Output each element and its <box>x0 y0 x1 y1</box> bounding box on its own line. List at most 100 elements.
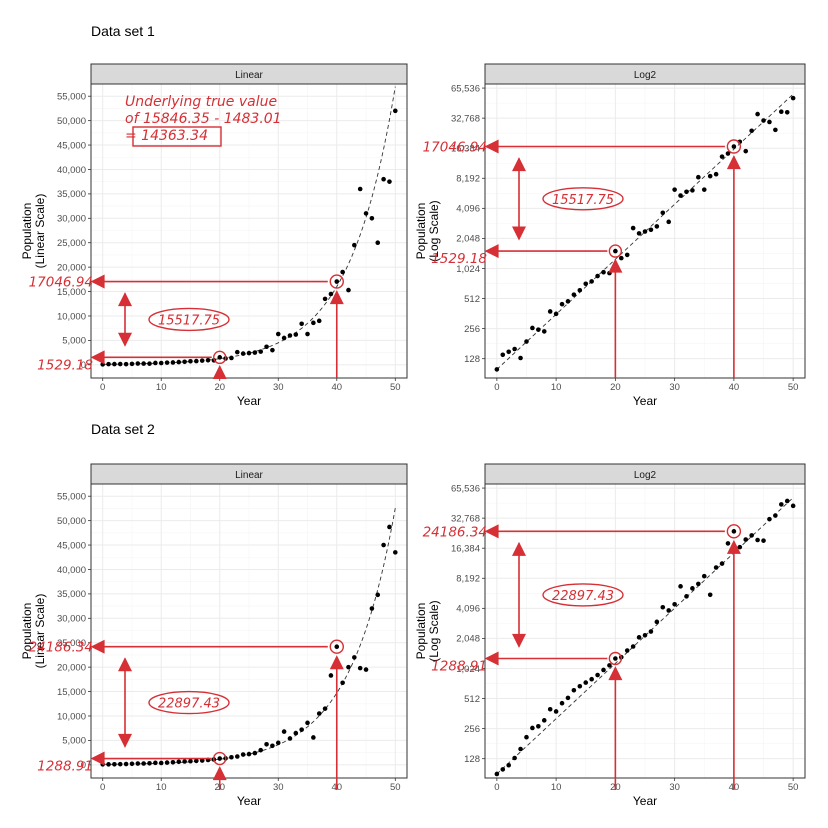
y-tick-label: 25,000 <box>57 238 86 249</box>
data-point <box>701 573 707 579</box>
data-point <box>559 301 565 307</box>
difference-label: 15517.75 <box>552 193 614 208</box>
data-point <box>316 711 322 716</box>
data-point <box>690 188 695 193</box>
x-tick-label: 30 <box>273 382 284 393</box>
data-point <box>322 296 328 302</box>
note-line-3: = 14363.34 <box>125 128 208 144</box>
data-point <box>790 95 796 101</box>
annotation-layer: 17046.94 1529.18 15517.75 Underlying true v… <box>29 94 344 379</box>
data-point <box>672 187 677 192</box>
data-point <box>571 292 577 297</box>
difference-label: 15517.75 <box>158 313 220 328</box>
data-point <box>234 349 240 355</box>
data-point <box>281 335 287 341</box>
label-high-value: 17046.94 <box>29 275 93 291</box>
difference-ellipse <box>542 583 624 607</box>
data-point <box>784 109 790 115</box>
data-point <box>141 761 146 766</box>
data-point <box>536 327 541 332</box>
points <box>100 524 398 767</box>
data-point <box>589 279 594 284</box>
panel-border <box>90 483 408 779</box>
data-point <box>182 759 187 764</box>
y-tick-label: 2,048 <box>456 634 480 645</box>
data-point <box>719 154 725 159</box>
data-point <box>158 760 164 766</box>
data-point <box>147 361 152 366</box>
data-point <box>334 644 340 649</box>
y-tick-label: 40,000 <box>57 565 86 576</box>
y-axis-title-line2: (Linear Scale) <box>33 194 47 269</box>
x-tick-label: 10 <box>551 782 562 793</box>
data-point <box>737 544 743 550</box>
data-point <box>666 608 672 613</box>
data-point <box>518 355 523 361</box>
panel-border <box>90 83 408 379</box>
data-point <box>595 672 600 678</box>
data-point <box>352 242 357 248</box>
data-point <box>743 148 749 154</box>
x-axis-title: Year <box>237 794 261 808</box>
data-point <box>387 179 392 184</box>
x-tick-label: 50 <box>788 382 799 393</box>
y-tick-label: 55,000 <box>57 92 86 103</box>
data-point <box>240 351 246 356</box>
data-point <box>624 252 630 258</box>
data-point <box>381 176 386 182</box>
data-point <box>784 498 790 504</box>
data-point <box>530 725 535 731</box>
data-point <box>117 761 123 767</box>
data-point <box>275 331 281 337</box>
data-point <box>595 273 600 279</box>
y-tick-label: 1,024 <box>456 264 480 275</box>
points <box>494 95 796 372</box>
y-tick-label: 16,384 <box>451 544 480 555</box>
annotation-layer: 24186.34 1288.91 22897.43 <box>423 524 742 790</box>
annotation-layer: 17046.94 1529.18 15517.75 <box>423 139 742 378</box>
data-point <box>642 633 648 638</box>
y-tick-label: 16,384 <box>451 144 480 155</box>
x-tick-label: 30 <box>669 782 680 793</box>
data-point <box>494 367 500 372</box>
y-tick-label: 45,000 <box>57 540 86 551</box>
data-point <box>106 361 111 367</box>
data-point <box>500 767 506 772</box>
data-point <box>684 594 689 599</box>
data-point <box>258 349 264 354</box>
data-point <box>642 229 648 234</box>
difference-ellipse <box>148 690 230 715</box>
data-point <box>636 231 642 236</box>
data-point <box>123 761 129 767</box>
data-point <box>630 225 636 231</box>
data-point <box>725 151 731 156</box>
minor-grid <box>91 484 407 778</box>
y-tick-label: 4,096 <box>456 204 480 215</box>
y-tick-label: 256 <box>464 324 480 335</box>
trend-line <box>496 93 794 370</box>
y-tick-label: 65,536 <box>451 83 480 94</box>
data-point <box>524 339 529 344</box>
data-point <box>607 270 612 276</box>
data-point <box>530 325 535 331</box>
annotation-layer: 24186.34 1288.91 22897.43 <box>29 639 344 790</box>
x-axis-title: Year <box>633 794 657 808</box>
data-point <box>164 360 170 365</box>
data-point <box>707 173 713 179</box>
data-point <box>346 664 351 670</box>
x-tick-label: 0 <box>100 382 105 393</box>
data-point <box>106 762 111 767</box>
data-point <box>524 734 529 740</box>
data-point <box>660 604 666 610</box>
data-point <box>743 537 749 542</box>
data-point <box>328 291 334 297</box>
data-point <box>773 513 778 518</box>
data-point <box>141 361 146 366</box>
x-tick-label: 30 <box>273 782 284 793</box>
x-tick-label: 40 <box>729 382 740 393</box>
data-point <box>199 758 205 763</box>
panel-2: Log2 0 10 20 30 40 50 128 256 512 1,024 2,048 4,096 8… <box>414 63 806 408</box>
x-tick-label: 40 <box>331 382 342 393</box>
highlight-circle-low <box>608 244 623 258</box>
